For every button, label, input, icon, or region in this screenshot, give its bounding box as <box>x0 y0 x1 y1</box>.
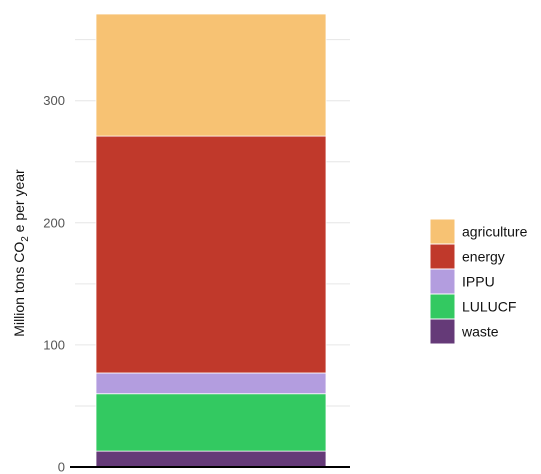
bar-segment-lulucf <box>95 393 327 452</box>
legend-swatch-agriculture <box>429 218 456 245</box>
legend-swatch-energy <box>429 243 456 270</box>
y-axis-title: Million tons CO2 e per year <box>11 169 31 337</box>
y-axis-title-subscript: 2 <box>20 236 31 242</box>
legend-label-lulucf: LULUCF <box>462 299 516 315</box>
y-tick-label: 200 <box>43 215 65 230</box>
legend-swatch-ippu <box>429 268 456 295</box>
legend: agriculture energy IPPU LULUCF waste <box>429 218 528 345</box>
legend-swatch-waste <box>429 318 456 345</box>
bar-segment-waste <box>95 450 327 468</box>
legend-label-energy: energy <box>462 249 505 265</box>
bar-stack <box>95 13 327 468</box>
bar-segment-energy <box>95 135 327 374</box>
y-tick-label: 100 <box>43 337 65 352</box>
bar-segment-agriculture <box>95 13 327 137</box>
y-axis-ticks: 0 100 200 300 <box>43 93 65 474</box>
y-tick-label: 300 <box>43 93 65 108</box>
legend-label-ippu: IPPU <box>462 274 495 290</box>
legend-label-waste: waste <box>461 324 499 340</box>
y-tick-label: 0 <box>58 460 65 474</box>
bar-segment-ippu <box>95 372 327 395</box>
legend-label-agriculture: agriculture <box>462 224 528 240</box>
y-axis-title-tail: e per year <box>11 169 27 236</box>
legend-swatch-lulucf <box>429 293 456 320</box>
